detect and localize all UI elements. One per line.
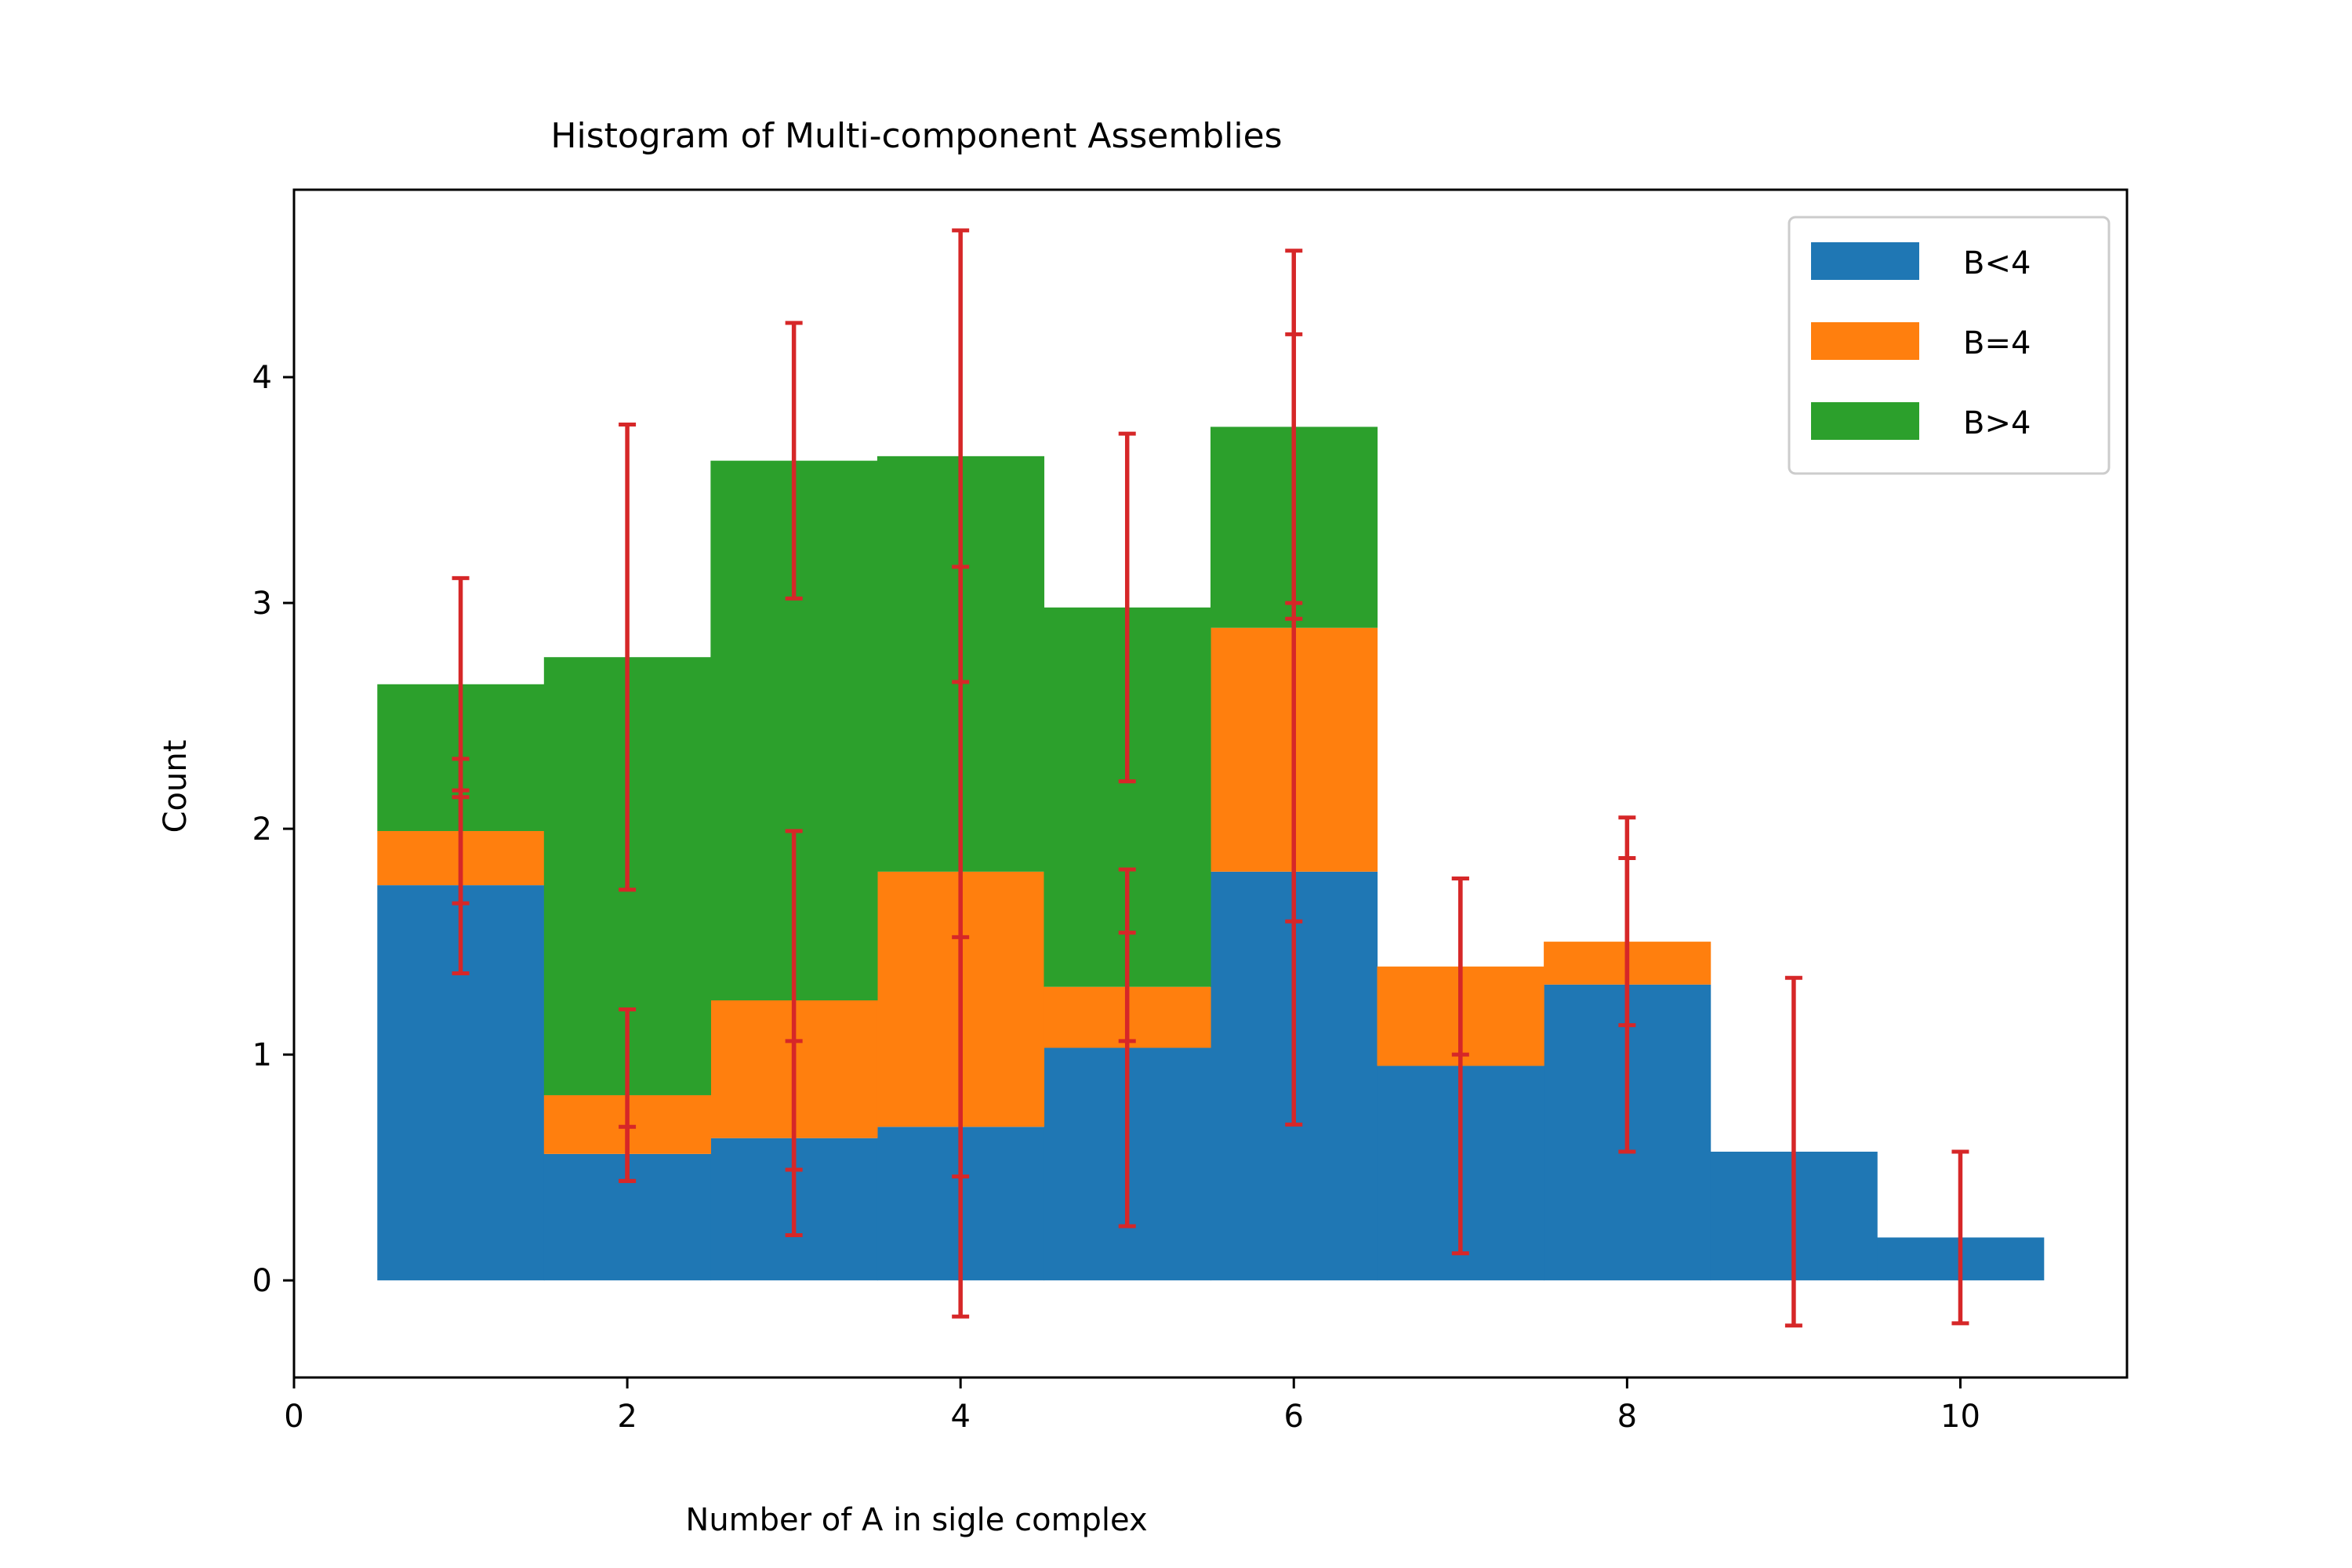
legend-label-B>4: B>4 [1963,405,2031,441]
x-tick-label-10: 10 [1940,1399,1980,1435]
legend-swatch-B=4 [1811,322,1919,360]
x-tick-label-0: 0 [284,1399,303,1435]
x-tick-label-6: 6 [1284,1399,1304,1435]
y-tick-label-0: 0 [252,1263,272,1299]
x-tick-label-4: 4 [950,1399,970,1435]
y-tick-label-2: 2 [252,811,272,848]
legend-swatch-B<4 [1811,242,1919,280]
legend-label-B=4: B=4 [1963,325,2031,361]
legend: B<4 B=4 B>4 [1788,216,2111,475]
y-tick-label-4: 4 [252,360,272,396]
chart-title: Histogram of Multi-component Assemblies [550,116,1282,156]
legend-swatch-B>4 [1811,402,1919,440]
x-tick-label-8: 8 [1617,1399,1637,1435]
plot-frame [292,188,2129,1379]
legend-label-B<4: B<4 [1963,245,2031,281]
y-tick-label-1: 1 [252,1037,272,1073]
x-axis-label: Number of A in sigle complex [685,1502,1147,1538]
y-axis-label: Count [158,740,194,833]
x-tick-label-2: 2 [617,1399,637,1435]
plot-area: 0 2 4 6 8 10 0 1 2 3 4 [252,188,2129,1435]
y-tick-label-3: 3 [252,586,272,622]
